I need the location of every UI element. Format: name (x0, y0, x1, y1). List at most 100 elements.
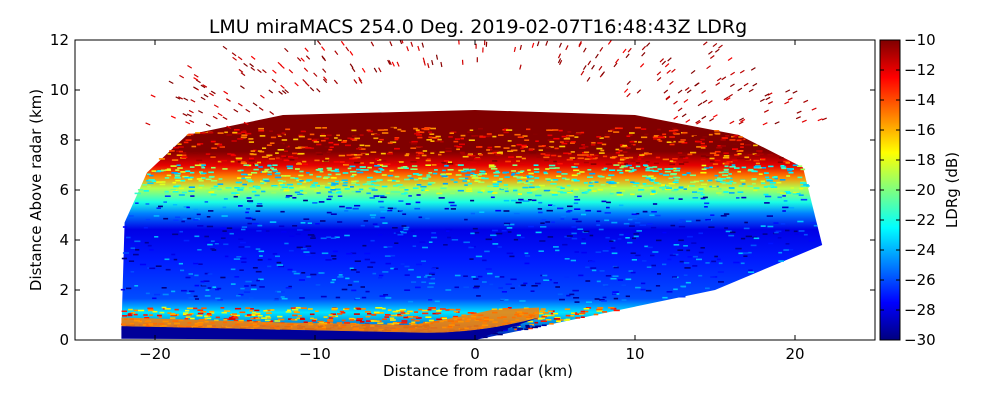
ldr-pixel (718, 171, 724, 174)
ldr-pixel (525, 255, 531, 257)
ldr-pixel (401, 193, 407, 195)
ldr-pixel (175, 184, 181, 187)
ldr-pixel (403, 226, 410, 229)
ldr-pixel (196, 178, 203, 180)
ldr-pixel (767, 154, 773, 156)
ldr-pixel (760, 158, 766, 160)
ldr-pixel (668, 182, 675, 185)
ldr-pixel (767, 92, 773, 96)
ldr-pixel (664, 168, 670, 170)
ldr-pixel (206, 225, 214, 228)
ldr-pixel (432, 172, 438, 175)
ldr-pixel (610, 129, 615, 131)
ldr-pixel (578, 274, 584, 277)
ldr-pixel (188, 273, 193, 275)
ldr-pixel (209, 175, 215, 178)
scan-sector (121, 110, 823, 340)
ldr-pixel (554, 147, 559, 150)
ldr-pixel (474, 157, 481, 160)
ldr-pixel (422, 57, 426, 63)
ldr-pixel (370, 151, 377, 153)
ldr-pixel (250, 150, 256, 152)
ldr-pixel (200, 311, 207, 313)
ldr-pixel (535, 186, 541, 188)
ldr-pixel (296, 179, 302, 182)
ldr-pixel (261, 156, 269, 158)
ldr-pixel (471, 155, 476, 157)
ldr-pixel (404, 154, 409, 157)
ldr-pixel (763, 109, 769, 113)
ldr-pixel (404, 274, 410, 276)
ldr-pixel (230, 154, 236, 157)
ldr-pixel (302, 79, 307, 84)
ldr-pixel (237, 138, 244, 140)
ldr-pixel (712, 114, 718, 118)
ldr-pixel (664, 188, 671, 190)
ldr-pixel (505, 160, 511, 163)
ldr-pixel (292, 270, 297, 273)
ldr-pixel (644, 133, 649, 136)
ldr-pixel (558, 42, 562, 48)
ldr-pixel (133, 253, 139, 256)
ldr-pixel (580, 310, 585, 313)
ldr-pixel (344, 307, 350, 310)
ldr-pixel (326, 134, 332, 137)
ldr-pixel (563, 152, 569, 155)
ldr-pixel (638, 189, 645, 191)
ldr-pixel (618, 204, 624, 207)
ldr-pixel (717, 258, 721, 261)
ldr-pixel (378, 200, 384, 203)
ldr-pixel (365, 153, 369, 156)
ldr-pixel (435, 140, 440, 143)
ldr-pixel (484, 250, 490, 253)
ldr-pixel (128, 308, 133, 311)
ldr-pixel (164, 195, 171, 197)
ldr-pixel (744, 221, 748, 224)
ldr-pixel (642, 183, 647, 185)
ldr-pixel (133, 313, 138, 316)
ldr-pixel (766, 180, 773, 182)
ldr-pixel (425, 316, 432, 318)
ldr-pixel (760, 225, 766, 227)
ldr-pixel (467, 153, 473, 155)
ldr-pixel (591, 142, 596, 144)
ldr-pixel (327, 182, 332, 185)
ldr-pixel (281, 231, 287, 233)
ldr-pixel (321, 56, 327, 62)
ldr-pixel (337, 221, 343, 223)
ldr-pixel (198, 110, 203, 114)
ldr-pixel (266, 160, 271, 163)
ldr-pixel (344, 322, 350, 324)
ldr-pixel (551, 194, 558, 196)
ldr-pixel (369, 162, 375, 164)
ldr-pixel (258, 166, 263, 168)
ldr-pixel (709, 157, 715, 160)
ldr-pixel (415, 201, 421, 204)
ldr-pixel (359, 188, 364, 191)
ldr-pixel (726, 182, 732, 185)
ldr-pixel (458, 169, 465, 172)
ldr-pixel (266, 312, 272, 314)
ldr-pixel (383, 294, 389, 296)
ldr-pixel (477, 177, 483, 179)
ldr-pixel (561, 215, 567, 218)
melting-layer-band (121, 307, 540, 333)
ldr-pixel (258, 278, 264, 281)
ldr-pixel (758, 173, 763, 175)
ldr-pixel (610, 307, 617, 310)
chart-title: LMU miraMACS 254.0 Deg. 2019-02-07T16:48… (209, 16, 747, 38)
ldr-pixel (445, 147, 452, 150)
ldr-pixel (679, 156, 686, 158)
ldr-pixel (172, 181, 177, 184)
ldr-pixel (720, 215, 727, 217)
ldr-pixel (280, 210, 285, 213)
ldr-pixel (678, 129, 685, 132)
ldr-pixel (207, 131, 214, 134)
ldr-pixel (801, 119, 807, 123)
ldr-pixel (762, 159, 769, 162)
ldr-pixel (700, 145, 707, 148)
ldr-pixel (246, 314, 252, 316)
ldr-pixel (737, 153, 742, 155)
ldr-pixel (230, 153, 235, 156)
ldr-pixel (143, 226, 148, 229)
